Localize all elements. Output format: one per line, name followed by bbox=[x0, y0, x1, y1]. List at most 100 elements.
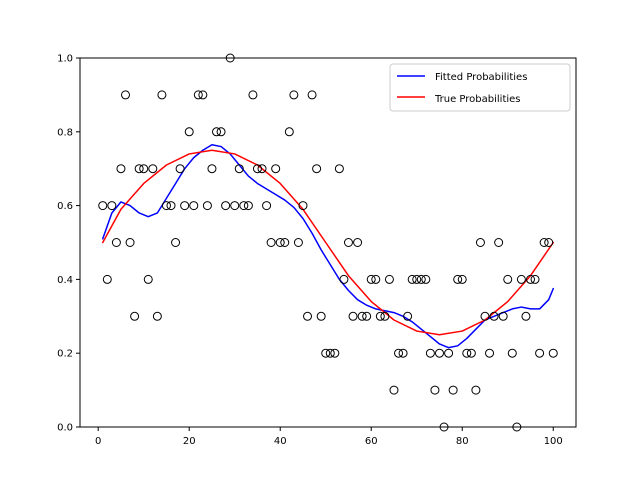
data-point bbox=[380, 311, 390, 321]
y-tick-label: 0.2 bbox=[57, 349, 73, 360]
data-point bbox=[489, 311, 499, 321]
plot-frame bbox=[79, 57, 577, 428]
data-point bbox=[148, 164, 158, 174]
x-tick-label: 20 bbox=[183, 436, 196, 447]
data-point bbox=[535, 348, 545, 358]
data-point bbox=[134, 164, 144, 174]
data-point bbox=[530, 274, 540, 284]
data-point bbox=[280, 238, 290, 247]
data-point bbox=[111, 238, 121, 247]
data-point bbox=[466, 348, 476, 358]
data-point bbox=[139, 164, 149, 174]
data-point bbox=[143, 274, 153, 284]
data-point bbox=[166, 201, 176, 211]
data-point bbox=[189, 201, 199, 211]
data-point bbox=[202, 201, 212, 211]
data-point bbox=[343, 238, 353, 247]
data-point bbox=[234, 164, 244, 174]
points-layer bbox=[98, 53, 558, 432]
data-point bbox=[152, 311, 162, 321]
data-point bbox=[312, 164, 322, 174]
data-point bbox=[448, 385, 458, 395]
x-axis: 0 20 40 60 80 100 bbox=[95, 427, 563, 447]
data-point bbox=[375, 311, 385, 321]
data-point bbox=[98, 201, 108, 211]
data-point bbox=[239, 201, 249, 211]
data-point bbox=[539, 238, 549, 247]
data-point bbox=[471, 385, 481, 395]
data-point bbox=[198, 90, 208, 100]
data-point bbox=[444, 348, 454, 358]
data-point bbox=[398, 348, 408, 358]
data-point bbox=[325, 348, 335, 358]
data-point bbox=[348, 311, 358, 321]
legend-label-fitted: Fitted Probabilities bbox=[435, 72, 527, 83]
plot-background bbox=[80, 58, 576, 427]
data-point bbox=[366, 274, 376, 284]
y-axis: 0.0 0.2 0.4 0.6 0.8 1.0 bbox=[57, 54, 80, 434]
data-point bbox=[494, 238, 504, 247]
legend: Fitted Probabilities True Probabilities bbox=[389, 63, 571, 112]
legend-label-true: True Probabilities bbox=[434, 94, 521, 105]
data-point bbox=[434, 348, 444, 358]
data-point bbox=[334, 164, 344, 174]
data-point bbox=[521, 311, 531, 321]
data-point bbox=[284, 127, 294, 137]
data-point bbox=[371, 274, 381, 284]
data-point bbox=[212, 127, 222, 137]
data-point bbox=[507, 348, 517, 358]
data-point bbox=[485, 348, 495, 358]
data-point bbox=[498, 311, 508, 321]
data-point bbox=[207, 164, 217, 174]
x-tick-label: 100 bbox=[544, 436, 563, 447]
data-point bbox=[475, 238, 485, 247]
data-point bbox=[416, 274, 426, 284]
data-point bbox=[384, 274, 394, 284]
data-point bbox=[394, 348, 404, 358]
data-point bbox=[130, 311, 140, 321]
data-point bbox=[230, 201, 240, 211]
data-point bbox=[430, 385, 440, 395]
data-point bbox=[216, 127, 226, 137]
data-point bbox=[362, 311, 372, 321]
series-line-1 bbox=[102, 149, 554, 336]
data-point bbox=[421, 274, 431, 284]
data-point bbox=[307, 90, 317, 100]
data-point bbox=[516, 274, 526, 284]
data-point bbox=[503, 274, 513, 284]
data-point bbox=[298, 201, 308, 211]
data-point bbox=[462, 348, 472, 358]
data-point bbox=[257, 164, 267, 174]
data-point bbox=[389, 385, 399, 395]
data-point bbox=[252, 164, 262, 174]
data-point bbox=[266, 238, 276, 247]
y-tick-label: 1.0 bbox=[57, 54, 73, 65]
data-point bbox=[193, 90, 203, 100]
y-tick-label: 0.0 bbox=[57, 423, 73, 434]
data-point bbox=[289, 90, 299, 100]
y-tick-label: 0.8 bbox=[57, 127, 73, 138]
x-tick-label: 40 bbox=[274, 436, 287, 447]
data-point bbox=[275, 238, 285, 247]
data-point bbox=[248, 90, 258, 100]
series-layer bbox=[102, 143, 554, 349]
series-line-0 bbox=[102, 143, 554, 349]
data-point bbox=[526, 274, 535, 284]
data-point bbox=[107, 201, 117, 211]
data-point bbox=[353, 238, 363, 247]
data-point bbox=[243, 201, 253, 211]
data-point bbox=[403, 311, 413, 321]
data-point bbox=[221, 201, 231, 211]
data-point bbox=[457, 274, 467, 284]
data-point bbox=[480, 311, 490, 321]
data-point bbox=[425, 348, 435, 358]
data-point bbox=[171, 238, 181, 247]
data-point bbox=[121, 90, 130, 100]
data-point bbox=[316, 311, 326, 321]
data-point bbox=[548, 348, 558, 358]
data-point bbox=[125, 238, 135, 247]
data-point bbox=[180, 201, 190, 211]
data-point bbox=[330, 348, 340, 358]
data-point bbox=[293, 238, 303, 247]
